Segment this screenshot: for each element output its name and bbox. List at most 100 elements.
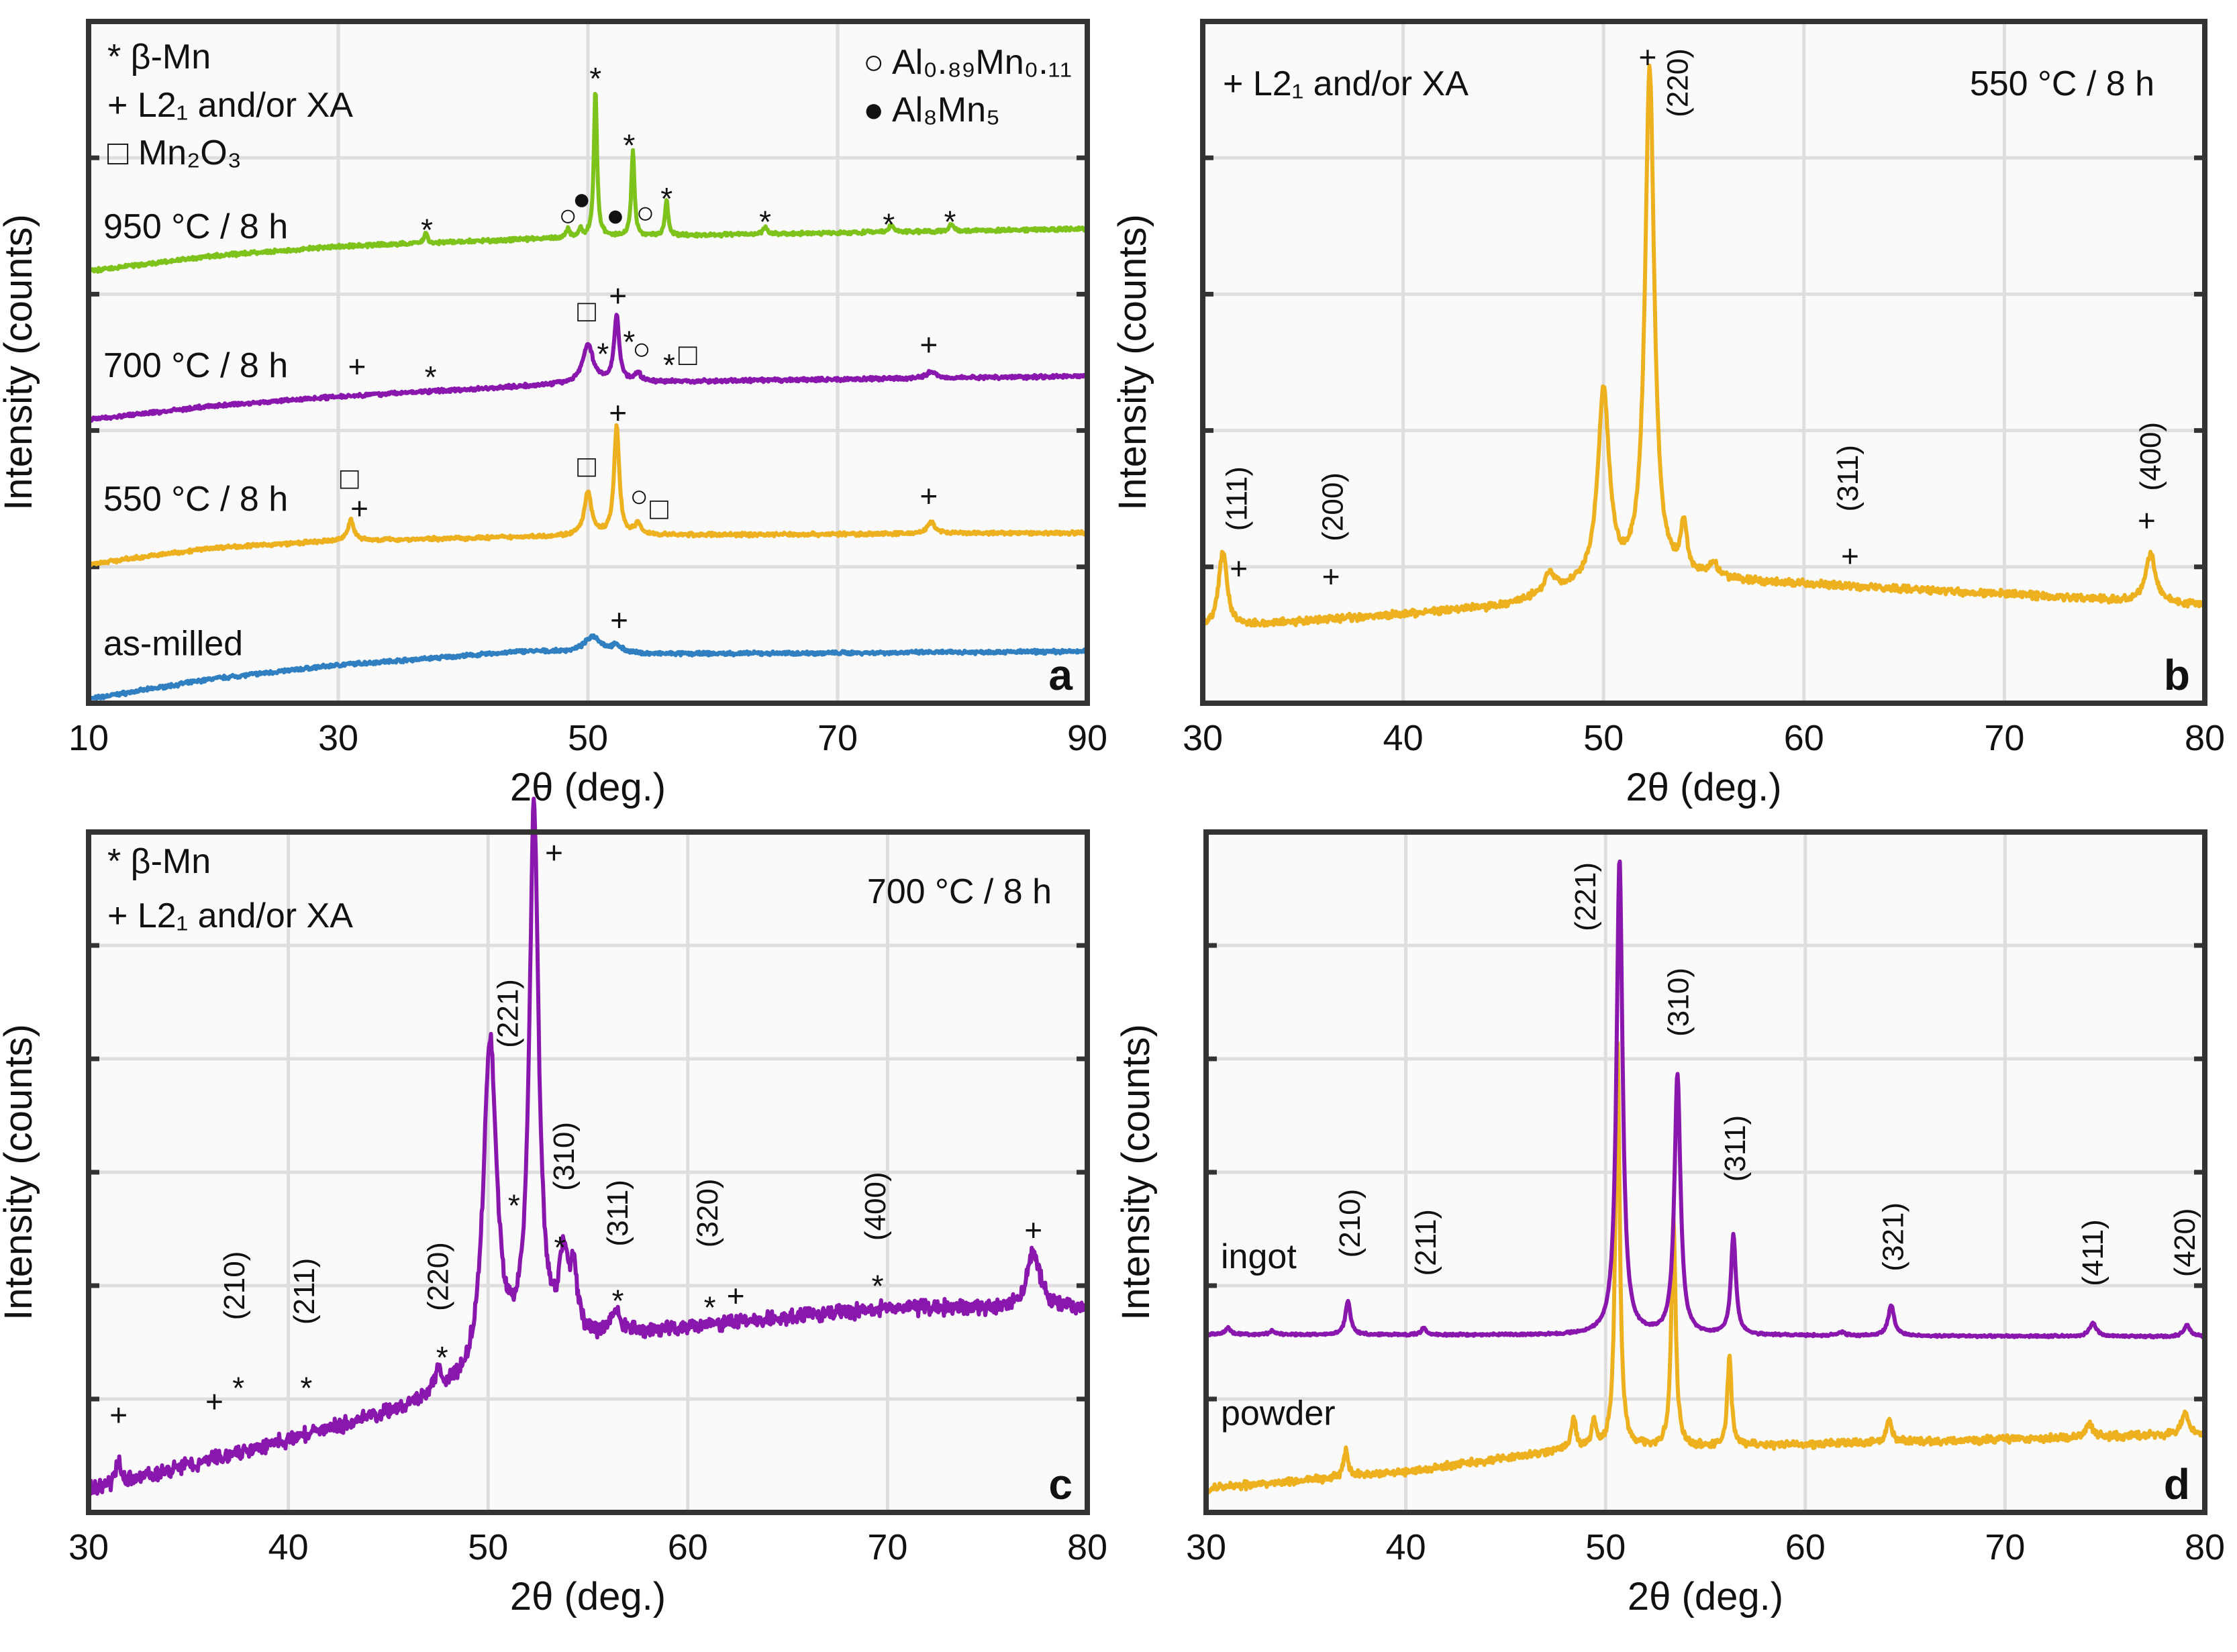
- peak-marker: *: [612, 1283, 624, 1318]
- series-line-as-milled: [87, 633, 1089, 703]
- hkl-label: (310): [1662, 968, 1695, 1037]
- peak-marker: *: [623, 324, 635, 359]
- peak-marker: ○: [636, 195, 655, 229]
- peak-marker: *: [425, 360, 437, 395]
- y-axis-label: Intensity (counts): [0, 1024, 40, 1321]
- peak-marker: □: [340, 461, 359, 496]
- legend-entry: + L2₁ and/or XA: [107, 896, 353, 935]
- peak-marker: +: [919, 327, 938, 362]
- panel-letter: c: [1048, 1460, 1073, 1508]
- panel-letter: d: [2164, 1460, 2190, 1508]
- hkl-label: (221): [1569, 862, 1602, 931]
- y-axis-label: Intensity (counts): [1111, 214, 1154, 511]
- x-axis-label: 2θ (deg.): [1628, 1575, 1783, 1618]
- peak-marker: ○: [630, 478, 648, 513]
- peak-marker: +: [348, 349, 366, 384]
- legend-entry: + L2₁ and/or XA: [1223, 64, 1469, 103]
- hkl-label: (400): [859, 1172, 892, 1241]
- peak-marker: +: [1322, 559, 1340, 594]
- panel-c: 30 40 50 60 70 80 + + * * * + * * * * + * + (210) (211) (220)…: [0, 796, 1107, 1618]
- peak-marker: *: [421, 213, 433, 248]
- hkl-label: (220): [1661, 48, 1694, 117]
- legend-entry: + L2₁ and/or XA: [107, 86, 353, 125]
- x-tick-label: 50: [568, 718, 608, 758]
- peak-marker: *: [589, 61, 601, 96]
- x-tick-label: 40: [1383, 718, 1424, 758]
- legend-entry: ● Al₈Mn₅: [863, 91, 1000, 130]
- peak-marker: +: [610, 603, 628, 637]
- peak-marker: +: [609, 395, 627, 430]
- series-line-700-c-8-h: [87, 796, 1089, 1496]
- x-tick-label: 70: [817, 718, 858, 758]
- plot-frame: [86, 829, 1090, 1515]
- legend-entry: ○ Al₀.₈₉Mn₀.₁₁: [863, 43, 1072, 82]
- x-axis-label: 2θ (deg.): [510, 1575, 666, 1618]
- peak-marker: ●: [573, 181, 591, 216]
- peak-marker: □: [577, 293, 596, 328]
- peak-marker: +: [1230, 551, 1248, 586]
- series-label: 950 °C / 8 h: [103, 207, 288, 246]
- peak-marker: *: [944, 204, 956, 239]
- x-tick-label: 30: [318, 718, 358, 758]
- plot-frame: [1200, 19, 2207, 706]
- peak-marker: *: [759, 204, 771, 239]
- x-tick-label: 40: [268, 1527, 309, 1567]
- x-tick-label: 70: [1985, 1527, 2025, 1567]
- x-tick-label: 10: [68, 718, 109, 758]
- peak-marker: +: [919, 478, 938, 513]
- panel-letter: b: [2164, 651, 2190, 699]
- series-label: 700 °C / 8 h: [103, 346, 288, 385]
- peak-marker: *: [663, 348, 675, 382]
- peak-marker: *: [436, 1340, 448, 1375]
- peak-marker: +: [205, 1384, 223, 1418]
- series-line-700-c-8-h: [87, 313, 1089, 423]
- x-tick-label: 40: [1386, 1527, 1426, 1567]
- hkl-label: (210): [1334, 1189, 1366, 1258]
- x-tick-label: 60: [1785, 1527, 1826, 1567]
- x-tick-label: 80: [2185, 1527, 2225, 1567]
- x-tick-label: 70: [867, 1527, 907, 1567]
- x-axis-label: 2θ (deg.): [1626, 766, 1781, 809]
- peak-marker: *: [872, 1268, 884, 1303]
- plot-frame: [86, 19, 1090, 706]
- hkl-label: (311): [1719, 1115, 1752, 1182]
- legend-entry: * β-Mn: [107, 38, 211, 76]
- x-tick-label: 50: [468, 1527, 508, 1567]
- peak-marker: *: [660, 181, 673, 216]
- peak-marker: *: [554, 1230, 566, 1265]
- series-line-powder: [1205, 1041, 2207, 1494]
- hkl-label: (311): [601, 1180, 634, 1246]
- peak-marker: *: [597, 337, 609, 372]
- hkl-label: (321): [1877, 1202, 1909, 1272]
- peak-marker: +: [109, 1398, 128, 1433]
- x-tick-label: 70: [1984, 718, 2024, 758]
- x-tick-label: 30: [68, 1527, 109, 1567]
- hkl-label: (111): [1220, 466, 1253, 531]
- plot-area: [1203, 21, 2205, 703]
- hkl-label: (311): [1832, 445, 1865, 511]
- hkl-label: (310): [548, 1122, 581, 1191]
- condition-label: 700 °C / 8 h: [867, 872, 1052, 911]
- hkl-label: (420): [2169, 1208, 2201, 1277]
- hkl-label: (211): [288, 1258, 321, 1325]
- peak-marker: □: [650, 491, 668, 525]
- peak-marker: +: [727, 1278, 745, 1313]
- peak-marker: +: [350, 491, 368, 525]
- x-axis-label: 2θ (deg.): [510, 766, 666, 809]
- x-tick-label: 80: [2185, 718, 2225, 758]
- peak-marker: +: [545, 835, 563, 870]
- peak-marker: ○: [632, 331, 651, 366]
- y-axis-label: Intensity (counts): [1114, 1024, 1158, 1321]
- series-line-ingot: [1205, 859, 2206, 1340]
- hkl-label: (400): [2134, 422, 2167, 491]
- hkl-label: (411): [2077, 1219, 2109, 1286]
- peak-marker: *: [232, 1371, 244, 1406]
- series-label: powder: [1221, 1394, 1336, 1433]
- panel-letter: a: [1048, 651, 1073, 699]
- x-tick-label: 50: [1583, 718, 1624, 758]
- peak-marker: *: [623, 128, 635, 163]
- series-label: as-milled: [103, 625, 243, 664]
- series-line-550-c-8-h: [1201, 63, 2207, 628]
- peak-marker: *: [300, 1371, 312, 1406]
- hkl-label: (210): [218, 1251, 251, 1321]
